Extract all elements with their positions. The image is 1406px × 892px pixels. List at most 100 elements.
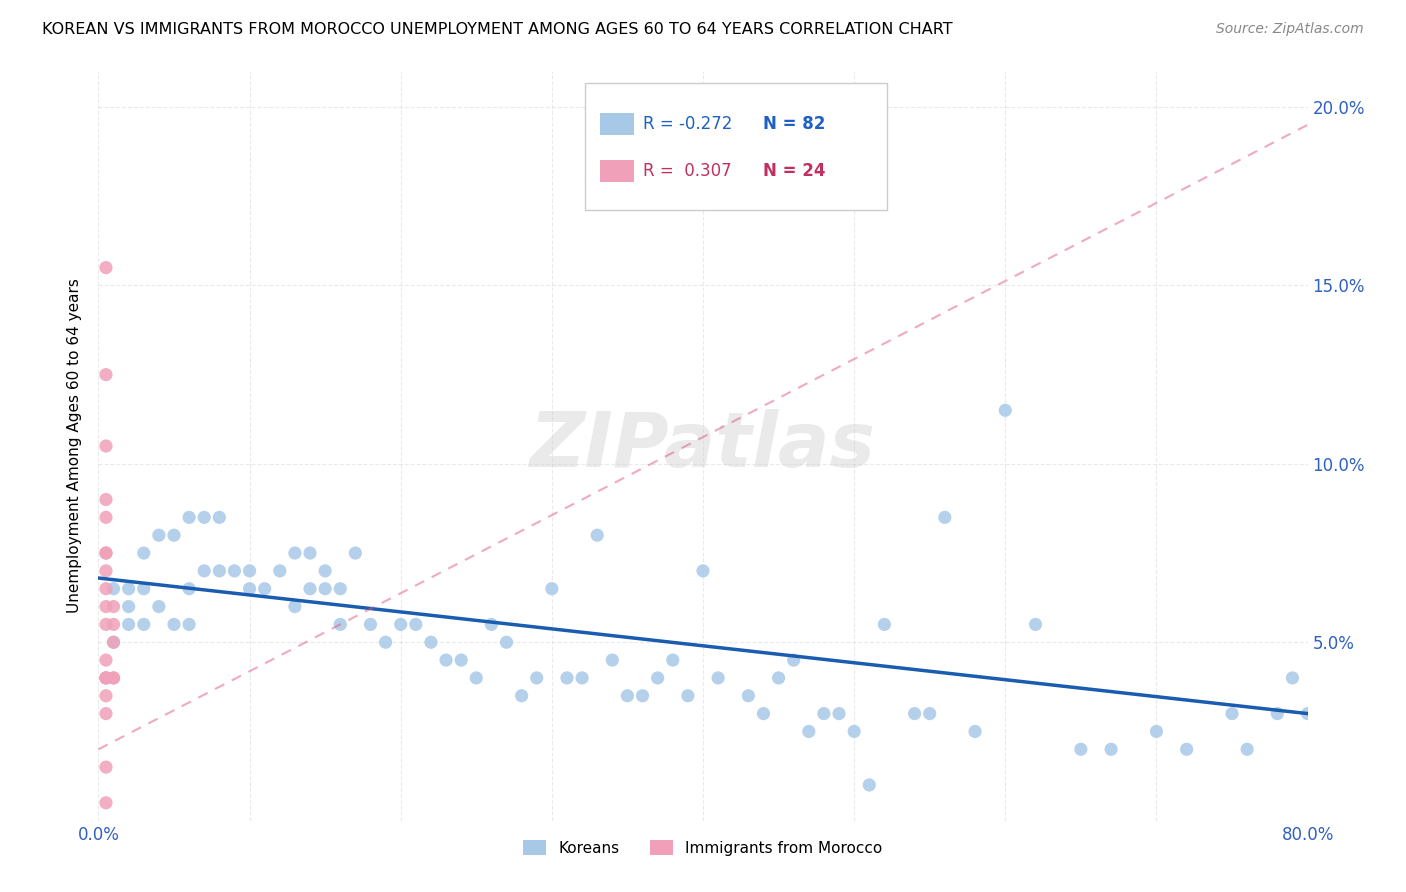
Point — [103, 582, 125, 596]
Point — [813, 706, 835, 721]
Point — [118, 582, 141, 596]
Point — [586, 528, 609, 542]
Point — [1281, 671, 1303, 685]
Point — [389, 617, 412, 632]
Point — [299, 582, 322, 596]
Point — [737, 689, 759, 703]
Text: KOREAN VS IMMIGRANTS FROM MOROCCO UNEMPLOYMENT AMONG AGES 60 TO 64 YEARS CORRELA: KOREAN VS IMMIGRANTS FROM MOROCCO UNEMPL… — [42, 22, 953, 37]
Point — [329, 582, 352, 596]
Point — [94, 564, 117, 578]
Point — [284, 546, 307, 560]
Point — [208, 564, 231, 578]
Point — [94, 671, 117, 685]
Point — [163, 528, 186, 542]
Point — [768, 671, 790, 685]
Point — [631, 689, 654, 703]
Point — [253, 582, 276, 596]
Point — [934, 510, 956, 524]
Point — [224, 564, 246, 578]
Point — [148, 528, 170, 542]
Point — [707, 671, 730, 685]
Point — [481, 617, 503, 632]
Text: N = 82: N = 82 — [763, 115, 825, 133]
Point — [374, 635, 396, 649]
Text: Source: ZipAtlas.com: Source: ZipAtlas.com — [1216, 22, 1364, 37]
Point — [314, 582, 336, 596]
Point — [918, 706, 941, 721]
Point — [1236, 742, 1258, 756]
Point — [163, 617, 186, 632]
Point — [193, 510, 215, 524]
Point — [94, 599, 117, 614]
Point — [103, 671, 125, 685]
Point — [103, 635, 125, 649]
Point — [329, 617, 352, 632]
Point — [239, 564, 262, 578]
Point — [858, 778, 880, 792]
Point — [602, 653, 624, 667]
Point — [360, 617, 382, 632]
Point — [1296, 706, 1319, 721]
Point — [118, 617, 141, 632]
Point — [510, 689, 533, 703]
Point — [1175, 742, 1198, 756]
Point — [148, 599, 170, 614]
Point — [94, 617, 117, 632]
Point — [661, 653, 683, 667]
Bar — [600, 160, 634, 182]
Point — [179, 510, 201, 524]
Point — [495, 635, 517, 649]
Point — [1070, 742, 1092, 756]
Text: R =  0.307: R = 0.307 — [643, 162, 731, 180]
Point — [450, 653, 472, 667]
Point — [1099, 742, 1122, 756]
Point — [344, 546, 367, 560]
Point — [103, 617, 125, 632]
Point — [1024, 617, 1046, 632]
FancyBboxPatch shape — [585, 83, 887, 210]
Point — [239, 582, 262, 596]
Point — [94, 689, 117, 703]
Point — [94, 671, 117, 685]
Point — [94, 510, 117, 524]
Text: N = 24: N = 24 — [763, 162, 825, 180]
Point — [828, 706, 851, 721]
Point — [420, 635, 443, 649]
Point — [103, 599, 125, 614]
Point — [904, 706, 927, 721]
Point — [965, 724, 987, 739]
Point — [434, 653, 457, 667]
Point — [94, 546, 117, 560]
Point — [94, 582, 117, 596]
Point — [94, 439, 117, 453]
Point — [132, 546, 155, 560]
Point — [405, 617, 427, 632]
Point — [284, 599, 307, 614]
Point — [269, 564, 291, 578]
Point — [797, 724, 820, 739]
Point — [994, 403, 1017, 417]
Point — [103, 671, 125, 685]
Text: ZIPatlas: ZIPatlas — [530, 409, 876, 483]
Point — [752, 706, 775, 721]
Point — [132, 617, 155, 632]
Point — [94, 706, 117, 721]
Point — [465, 671, 488, 685]
Point — [1144, 724, 1167, 739]
Point — [676, 689, 699, 703]
Point — [873, 617, 896, 632]
Legend: Koreans, Immigrants from Morocco: Koreans, Immigrants from Morocco — [517, 833, 889, 862]
Point — [179, 582, 201, 596]
Point — [179, 617, 201, 632]
Point — [571, 671, 593, 685]
Point — [692, 564, 714, 578]
Point — [103, 635, 125, 649]
Point — [616, 689, 638, 703]
Text: R = -0.272: R = -0.272 — [643, 115, 733, 133]
Point — [208, 510, 231, 524]
Point — [94, 492, 117, 507]
Bar — [600, 112, 634, 135]
Point — [94, 546, 117, 560]
Point — [844, 724, 866, 739]
Point — [94, 760, 117, 774]
